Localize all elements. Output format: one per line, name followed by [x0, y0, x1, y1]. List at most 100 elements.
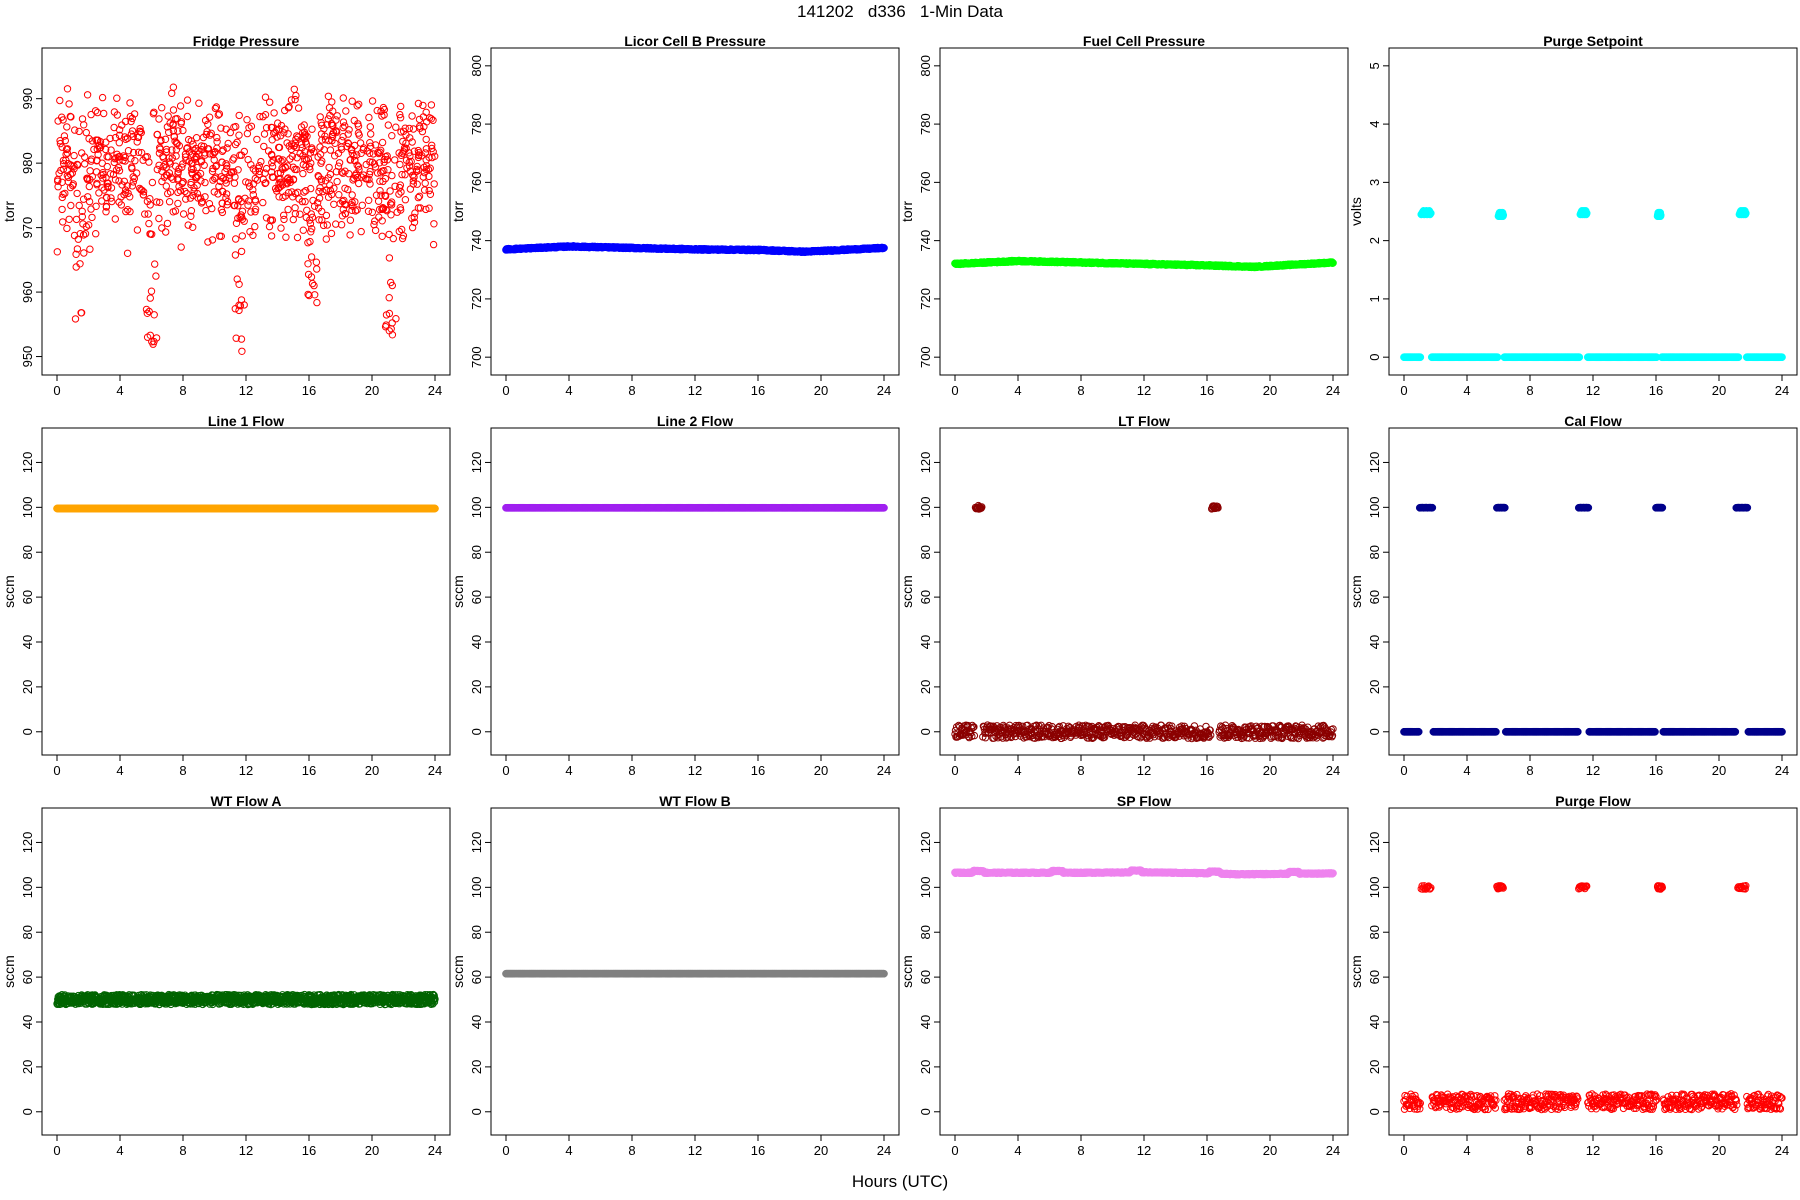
data-point [165, 198, 174, 206]
x-tick-label: 12 [688, 763, 702, 778]
series-points [951, 256, 1337, 272]
y-axis-label: torr [450, 201, 466, 222]
data-point [323, 221, 331, 229]
data-point [168, 89, 176, 98]
data-point [59, 218, 67, 226]
panel-title: Line 2 Flow [657, 413, 733, 429]
data-point [201, 178, 209, 187]
data-point [156, 198, 164, 207]
data-point [63, 85, 72, 93]
data-point [207, 129, 215, 138]
x-tick-label: 16 [1649, 383, 1663, 398]
data-point [306, 149, 314, 157]
panel-title: LT Flow [1118, 413, 1170, 429]
data-point [415, 115, 424, 124]
data-point [1575, 353, 1584, 362]
data-point [381, 192, 390, 201]
data-point [388, 132, 396, 140]
data-point [71, 315, 80, 323]
data-point [339, 123, 347, 132]
data-point [183, 112, 192, 121]
x-tick-label: 4 [1463, 383, 1470, 398]
data-point [364, 207, 373, 216]
data-point [374, 197, 383, 205]
data-point [358, 201, 366, 210]
data-point [422, 205, 430, 214]
data-point [233, 275, 241, 283]
data-point [420, 186, 429, 194]
data-point [339, 133, 347, 141]
data-point [221, 176, 230, 184]
data-point [253, 135, 261, 144]
data-point [176, 102, 185, 110]
y-tick-label: 3 [1367, 179, 1382, 186]
data-point [304, 239, 312, 247]
data-point [260, 142, 268, 151]
x-tick-label: 0 [53, 383, 60, 398]
data-point [415, 192, 424, 201]
data-point [247, 208, 255, 216]
data-point [265, 222, 274, 231]
data-point [371, 217, 379, 225]
data-point [368, 208, 376, 217]
data-point [129, 178, 138, 186]
y-tick-label: 40 [918, 635, 933, 649]
data-point [63, 145, 72, 153]
data-point [338, 168, 346, 176]
x-tick-label: 12 [1586, 383, 1600, 398]
data-point [164, 112, 172, 120]
data-point [126, 99, 134, 107]
data-point [416, 204, 425, 212]
data-point [392, 123, 400, 131]
data-point [65, 215, 73, 224]
data-point [92, 202, 100, 211]
data-point [282, 233, 290, 241]
data-point [280, 211, 288, 220]
data-point [430, 180, 438, 188]
x-tick-label: 16 [751, 763, 765, 778]
y-tick-label: 700 [469, 346, 484, 368]
data-point [124, 206, 132, 214]
data-point [307, 253, 316, 261]
y-axis-label: torr [1, 201, 17, 222]
data-point [339, 94, 347, 102]
y-tick-label: 980 [20, 152, 35, 174]
y-tick-label: 20 [918, 680, 933, 694]
data-point [169, 106, 178, 114]
data-point [327, 229, 336, 238]
data-point [251, 222, 259, 231]
data-point [158, 177, 166, 186]
data-point [54, 177, 62, 185]
data-point [353, 173, 361, 182]
data-point [277, 224, 285, 232]
data-point [224, 139, 232, 148]
plot-frame [1388, 47, 1798, 376]
data-point [408, 223, 417, 232]
data-point [131, 157, 139, 165]
data-point [88, 213, 96, 222]
data-point [108, 197, 116, 206]
x-tick-label: 24 [877, 383, 891, 398]
data-point [367, 130, 375, 138]
data-point [155, 214, 163, 223]
data-point [165, 128, 173, 137]
data-point [244, 155, 252, 164]
data-point [187, 212, 195, 221]
data-point [123, 249, 132, 258]
data-point [375, 213, 383, 221]
data-point [1426, 209, 1435, 218]
x-tick-label: 0 [951, 383, 958, 398]
data-point [183, 96, 192, 104]
data-point [397, 102, 405, 111]
data-point [425, 186, 433, 195]
plot-frame [939, 47, 1349, 376]
data-point [426, 164, 434, 172]
data-point [137, 149, 146, 157]
data-point [385, 294, 393, 302]
data-point [270, 109, 278, 117]
y-tick-label: 780 [469, 113, 484, 135]
y-tick-label: 0 [20, 728, 35, 735]
data-point [299, 169, 307, 178]
data-point [155, 115, 163, 123]
